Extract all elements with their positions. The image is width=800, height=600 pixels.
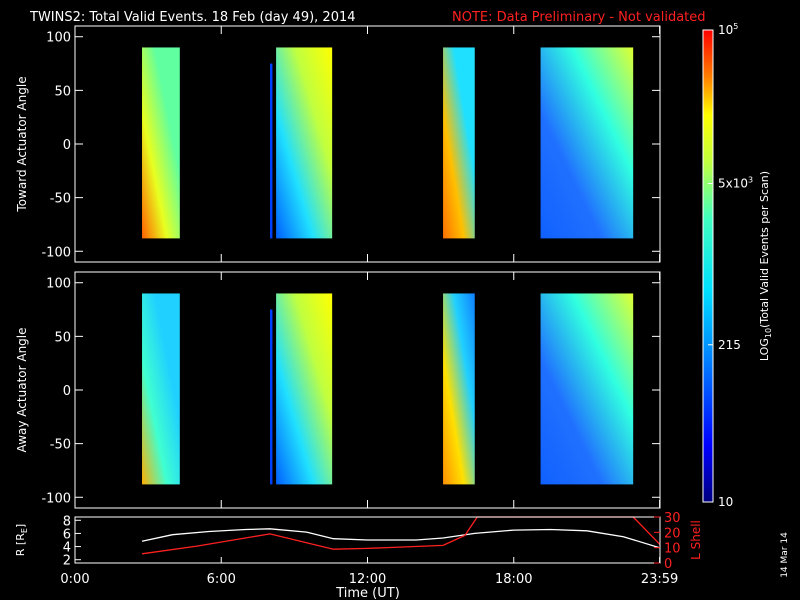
lshell-line [141,516,661,555]
heatmap-block [142,293,180,485]
toward-angle-panel: -100 -50 0 50 100 [41,25,661,263]
heatmap-block [142,47,180,239]
y-tick-label: -50 [50,192,71,207]
heatmap-block [276,293,333,485]
heatmap-block [443,47,475,239]
y-tick-label: 100 [46,31,71,46]
heatmap-block [270,309,273,485]
y-tick-label: 50 [54,330,71,345]
colorbar-gradient [702,29,714,503]
colorbar: 105 5x103 215 10 [702,22,753,509]
page-title: TWINS2: Total Valid Events. 18 Feb (day … [29,10,356,25]
y-tick-label: -100 [41,491,71,506]
colorbar-tick-label: 105 [718,22,738,37]
left-tick-label: 4 [63,541,71,556]
x-tick-label: 12:00 [349,572,386,587]
y-tick-label: 0 [63,138,71,153]
colorbar-label: LOG10(Total Valid Events per Scan) [758,171,773,361]
radius-line [141,528,661,549]
date-stamp: 14 Mar 14 [780,532,790,578]
colorbar-tick-label: 215 [718,338,741,352]
heatmap-block [443,293,475,485]
heatmap-block [540,47,634,239]
x-tick-label: 6:00 [207,572,236,587]
right-tick-label: 30 [664,511,681,526]
y-tick-label: -100 [41,245,71,260]
left-tick-label: 2 [63,554,71,569]
time-xlabel: Time (UT) [335,586,400,600]
heatmap-block [276,47,333,239]
right-tick-label: 10 [664,542,681,557]
away-ylabel: Away Actuator Angle [15,327,29,452]
toward-ylabel: Toward Actuator Angle [15,76,29,212]
radius-axis-label: R [RE] [14,524,29,556]
x-tick-label: 23:59 [641,572,678,587]
y-tick-label: -50 [50,438,71,453]
lshell-axis-label: L Shell [689,520,703,560]
left-tick-label: 8 [63,514,71,529]
colorbar-tick-label: 5x103 [718,176,753,191]
y-tick-label: 100 [46,277,71,292]
y-tick-label: 50 [54,84,71,99]
left-tick-label: 6 [63,527,71,542]
colorbar-tick-label: 10 [718,495,733,509]
right-tick-label: 0 [664,557,672,572]
preliminary-note: NOTE: Data Preliminary - Not validated [452,10,706,25]
y-tick-label: 0 [63,384,71,399]
x-tick-label: 0:00 [60,572,89,587]
away-angle-panel: -100 -50 0 50 100 [41,271,661,509]
x-tick-label: 18:00 [495,572,532,587]
right-tick-label: 20 [664,526,681,541]
heatmap-block [270,63,273,239]
heatmap-block [540,293,634,485]
